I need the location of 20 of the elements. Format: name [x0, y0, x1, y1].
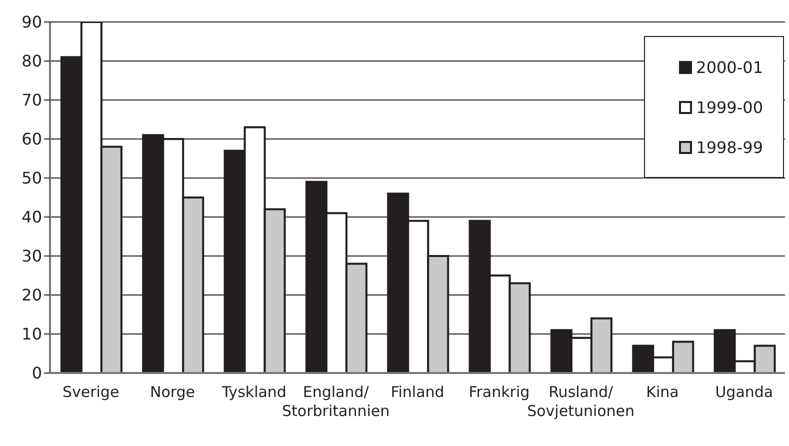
y-tick-label: 40 — [22, 208, 42, 227]
x-tick-label: Frankrig — [468, 383, 530, 401]
legend-label: 2000-01 — [696, 58, 763, 76]
x-tick-label: Rusland/ Sovjetunionen — [527, 383, 635, 420]
y-tick-label: 50 — [22, 168, 42, 188]
x-tick-label: Kina — [646, 383, 679, 401]
x-tick-label: Sverige — [62, 383, 120, 401]
x-tick-label: Uganda — [715, 383, 774, 401]
y-tick-label: 0 — [32, 364, 42, 383]
y-tick-label: 90 — [22, 12, 42, 32]
x-tick-label: Norge — [150, 383, 196, 401]
y-tick-label: 80 — [22, 52, 42, 71]
y-tick-label: 30 — [22, 246, 42, 266]
legend-label: 1999-00 — [696, 98, 763, 116]
y-tick-label: 60 — [22, 130, 42, 149]
y-tick-label: 70 — [22, 90, 42, 110]
legend-label: 1998-99 — [696, 138, 763, 156]
x-tick-label: Finland — [390, 383, 444, 401]
y-tick-label: 10 — [22, 324, 42, 344]
y-tick-label: 20 — [22, 286, 42, 305]
